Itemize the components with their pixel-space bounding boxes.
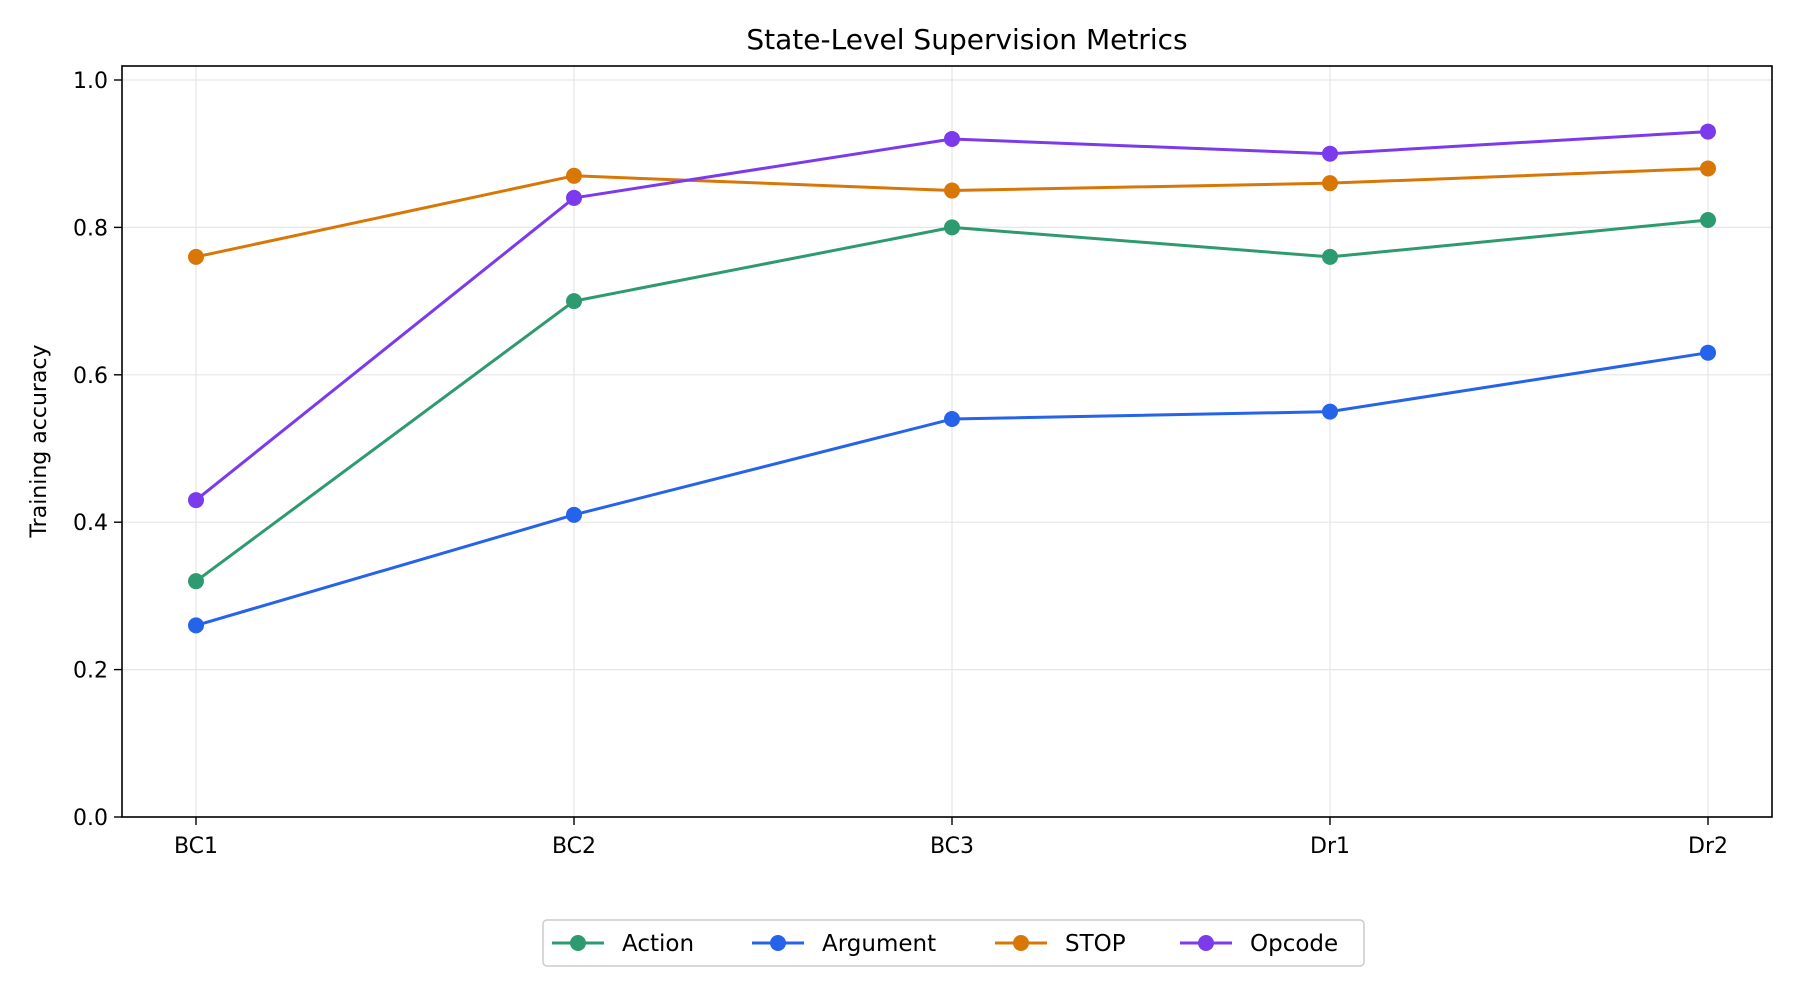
data-point xyxy=(944,182,960,199)
data-point xyxy=(1322,175,1338,192)
data-point xyxy=(1322,248,1338,265)
series-argument xyxy=(188,344,1716,634)
legend-entry-stop: STOP xyxy=(995,931,1126,957)
x-tick-label: BC1 xyxy=(174,834,218,859)
plot-frame xyxy=(121,65,1773,818)
y-tick-label: 0.0 xyxy=(73,806,108,831)
data-point xyxy=(1322,403,1338,420)
x-tick-label: Dr2 xyxy=(1688,834,1728,859)
data-point xyxy=(188,492,204,509)
series-layer xyxy=(188,123,1716,634)
data-point xyxy=(1700,212,1716,229)
data-point xyxy=(188,248,204,265)
legend: Action Argument STOP Opcode xyxy=(542,919,1365,967)
data-point xyxy=(1322,145,1338,162)
data-point xyxy=(188,573,204,590)
data-point xyxy=(566,189,582,206)
chart-title: State-Level Supervision Metrics xyxy=(746,23,1187,56)
y-tick-label: 0.6 xyxy=(73,364,108,389)
legend-label: STOP xyxy=(1065,931,1126,957)
x-tick-label: BC3 xyxy=(930,834,974,859)
legend-label: Action xyxy=(622,931,694,957)
legend-frame xyxy=(542,919,1365,967)
data-point xyxy=(1700,344,1716,361)
data-point xyxy=(188,617,204,634)
series-action xyxy=(188,212,1716,590)
data-point xyxy=(944,130,960,147)
legend-marker xyxy=(1013,935,1029,951)
data-point xyxy=(566,167,582,184)
data-point xyxy=(566,506,582,523)
data-point xyxy=(944,411,960,428)
y-tick-label: 0.2 xyxy=(73,659,108,684)
series-stop xyxy=(188,160,1716,265)
legend-label: Argument xyxy=(822,931,936,957)
data-point xyxy=(944,219,960,236)
legend-marker xyxy=(1198,935,1214,951)
y-tick-label: 0.4 xyxy=(73,511,108,536)
legend-entry-action: Action xyxy=(552,931,694,957)
legend-label: Opcode xyxy=(1250,931,1338,957)
x-tick-label: BC2 xyxy=(552,834,596,859)
series-opcode xyxy=(188,123,1716,509)
y-axis-label: Training accuracy xyxy=(27,344,52,538)
data-point xyxy=(566,293,582,310)
legend-marker xyxy=(570,935,586,951)
y-tick-label: 0.8 xyxy=(73,216,108,241)
y-tick-label: 1.0 xyxy=(73,69,108,94)
x-tick-label: Dr1 xyxy=(1310,834,1350,859)
data-point xyxy=(1700,123,1716,140)
legend-entry-opcode: Opcode xyxy=(1180,931,1338,957)
legend-marker xyxy=(770,935,786,951)
axes-layer: 0.0 0.2 0.4 0.6 0.8 1.0 BC1 BC2 BC3 Dr1 Dr2 xyxy=(73,65,1773,859)
legend-entry-argument: Argument xyxy=(752,931,936,957)
data-point xyxy=(1700,160,1716,177)
